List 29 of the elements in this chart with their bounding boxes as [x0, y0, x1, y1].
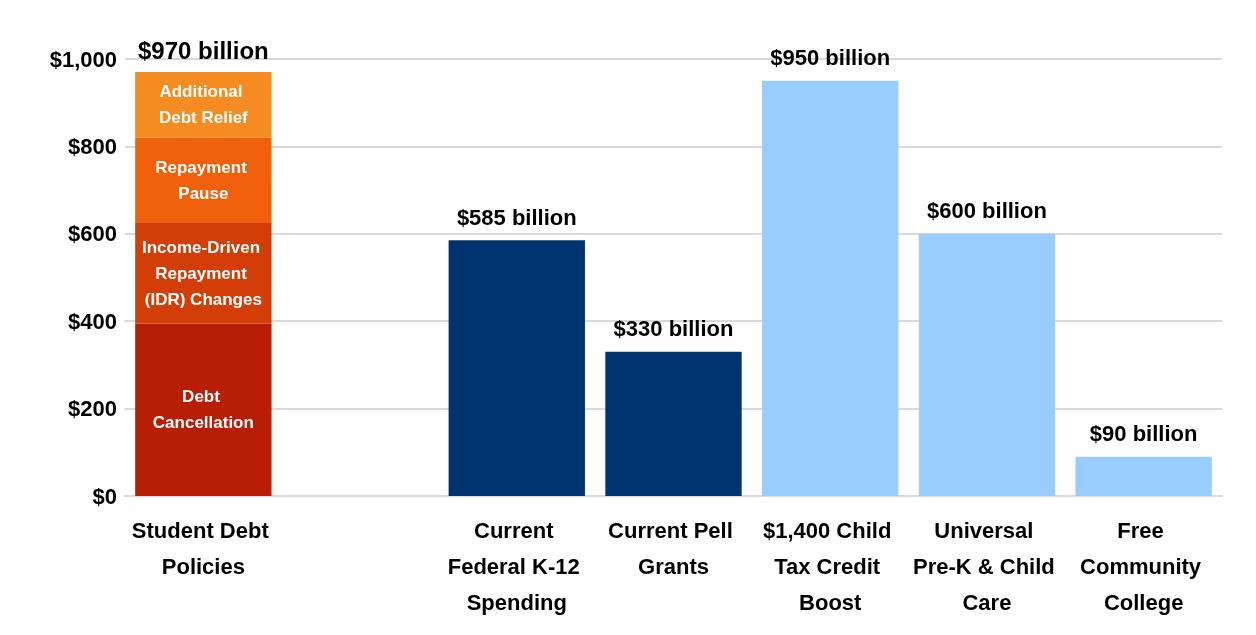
- bar: [918, 233, 1056, 496]
- data-label: $950 billion: [770, 45, 891, 71]
- data-label: $585 billion: [456, 204, 577, 230]
- series-label: Debt Cancellation: [152, 387, 254, 433]
- y-tick-label: $400: [68, 308, 117, 334]
- bar: [605, 351, 742, 496]
- data-label: $600 billion: [927, 198, 1047, 224]
- x-tick-label: $1,400 Child Tax Credit Boost: [762, 517, 898, 615]
- total-label: $970 billion: [138, 36, 269, 64]
- x-tick-label: Student Debt Policies: [131, 517, 275, 579]
- bar: [135, 323, 272, 496]
- bar: [135, 137, 272, 223]
- y-tick-label: $800: [68, 133, 117, 159]
- y-tick-label: $200: [68, 396, 117, 422]
- data-label: $90 billion: [1089, 421, 1198, 447]
- bar: [1075, 456, 1212, 496]
- data-label: $330 billion: [613, 316, 734, 342]
- x-tick-label: Current Pell Grants: [608, 517, 739, 579]
- bar: [762, 80, 899, 496]
- series-label: Additional Debt Relief: [158, 82, 249, 128]
- series-label: Income-Driven Repayment (IDR) Changes: [141, 237, 265, 309]
- x-tick-label: Universal Pre-K & Child Care: [912, 517, 1061, 615]
- bar: [448, 240, 585, 496]
- y-tick-label: $1,000: [49, 46, 117, 72]
- y-tick-label: $600: [68, 221, 117, 247]
- x-tick-label: Current Federal K-12 Spending: [447, 517, 586, 615]
- y-tick-label: $0: [92, 483, 117, 509]
- x-tick-label: Free Community College: [1080, 517, 1208, 615]
- series-label: Repayment Pause: [155, 157, 252, 203]
